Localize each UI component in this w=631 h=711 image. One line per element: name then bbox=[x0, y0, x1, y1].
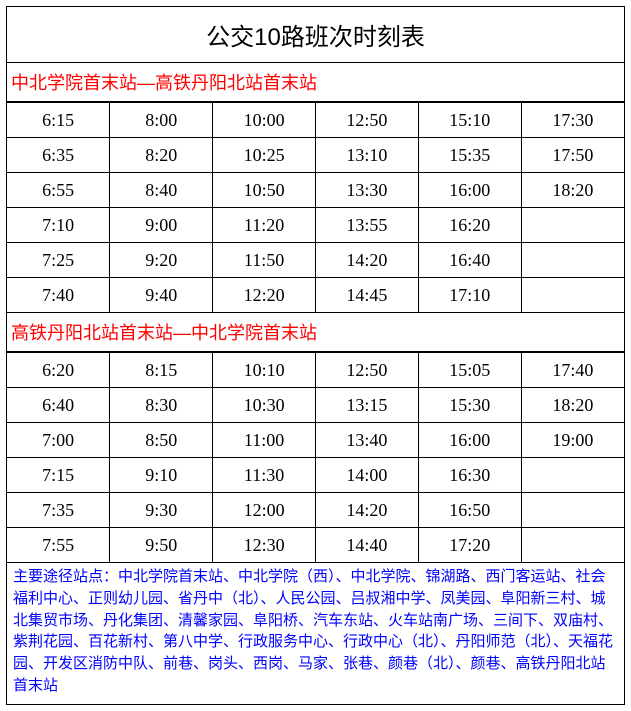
time-cell: 9:00 bbox=[110, 208, 213, 243]
time-cell: 14:40 bbox=[315, 528, 418, 563]
time-cell: 7:40 bbox=[7, 278, 110, 313]
time-cell: 7:15 bbox=[7, 458, 110, 493]
time-cell: 10:30 bbox=[213, 388, 316, 423]
time-cell: 17:20 bbox=[418, 528, 521, 563]
time-cell: 13:15 bbox=[315, 388, 418, 423]
table-row: 7:159:1011:3014:0016:30 bbox=[7, 458, 624, 493]
time-cell: 16:40 bbox=[418, 243, 521, 278]
time-cell: 17:50 bbox=[521, 138, 624, 173]
time-cell: 13:55 bbox=[315, 208, 418, 243]
time-cell: 9:50 bbox=[110, 528, 213, 563]
time-cell: 8:15 bbox=[110, 353, 213, 388]
time-cell: 12:50 bbox=[315, 353, 418, 388]
table-row: 6:358:2010:2513:1015:3517:50 bbox=[7, 138, 624, 173]
time-cell bbox=[521, 528, 624, 563]
time-cell: 9:30 bbox=[110, 493, 213, 528]
page-title: 公交10路班次时刻表 bbox=[7, 7, 624, 63]
time-cell: 17:30 bbox=[521, 103, 624, 138]
time-cell: 7:35 bbox=[7, 493, 110, 528]
time-cell bbox=[521, 278, 624, 313]
table-row: 7:109:0011:2013:5516:20 bbox=[7, 208, 624, 243]
time-cell: 19:00 bbox=[521, 423, 624, 458]
time-cell: 12:50 bbox=[315, 103, 418, 138]
time-cell: 16:00 bbox=[418, 423, 521, 458]
time-cell: 15:10 bbox=[418, 103, 521, 138]
time-cell: 12:20 bbox=[213, 278, 316, 313]
time-cell: 8:00 bbox=[110, 103, 213, 138]
time-cell: 7:25 bbox=[7, 243, 110, 278]
time-cell: 9:20 bbox=[110, 243, 213, 278]
table-row: 7:409:4012:2014:4517:10 bbox=[7, 278, 624, 313]
table-row: 7:559:5012:3014:4017:20 bbox=[7, 528, 624, 563]
time-cell: 8:30 bbox=[110, 388, 213, 423]
time-cell: 13:30 bbox=[315, 173, 418, 208]
table-row: 6:408:3010:3013:1515:3018:20 bbox=[7, 388, 624, 423]
time-cell: 15:30 bbox=[418, 388, 521, 423]
time-cell: 10:10 bbox=[213, 353, 316, 388]
stops-block: 主要途径站点：中北学院首末站、中北学院（西）、中北学院、锦湖路、西门客运站、社会… bbox=[7, 563, 624, 704]
table-row: 6:208:1510:1012:5015:0517:40 bbox=[7, 353, 624, 388]
time-cell: 13:10 bbox=[315, 138, 418, 173]
time-cell: 7:00 bbox=[7, 423, 110, 458]
time-cell: 14:20 bbox=[315, 493, 418, 528]
time-cell bbox=[521, 493, 624, 528]
time-cell: 6:15 bbox=[7, 103, 110, 138]
time-cell bbox=[521, 208, 624, 243]
table-row: 7:259:2011:5014:2016:40 bbox=[7, 243, 624, 278]
time-cell: 16:30 bbox=[418, 458, 521, 493]
time-cell: 7:55 bbox=[7, 528, 110, 563]
time-cell: 18:20 bbox=[521, 173, 624, 208]
time-cell: 17:10 bbox=[418, 278, 521, 313]
time-cell: 15:05 bbox=[418, 353, 521, 388]
direction-2-header: 高铁丹阳北站首末站—中北学院首末站 bbox=[7, 312, 624, 352]
time-cell: 12:30 bbox=[213, 528, 316, 563]
timetable-direction-2: 6:208:1510:1012:5015:0517:406:408:3010:3… bbox=[7, 352, 624, 562]
time-cell: 16:50 bbox=[418, 493, 521, 528]
table-row: 7:359:3012:0014:2016:50 bbox=[7, 493, 624, 528]
time-cell: 11:50 bbox=[213, 243, 316, 278]
table-row: 7:008:5011:0013:4016:0019:00 bbox=[7, 423, 624, 458]
stops-text: 中北学院首末站、中北学院（西）、中北学院、锦湖路、西门客运站、社会福利中心、正则… bbox=[13, 569, 613, 694]
time-cell: 9:10 bbox=[110, 458, 213, 493]
time-cell: 7:10 bbox=[7, 208, 110, 243]
time-cell: 8:50 bbox=[110, 423, 213, 458]
timetable-direction-1: 6:158:0010:0012:5015:1017:306:358:2010:2… bbox=[7, 102, 624, 312]
time-cell: 15:35 bbox=[418, 138, 521, 173]
stops-label: 主要途径站点： bbox=[13, 569, 118, 585]
time-cell: 11:00 bbox=[213, 423, 316, 458]
time-cell: 6:20 bbox=[7, 353, 110, 388]
time-cell: 8:40 bbox=[110, 173, 213, 208]
time-cell: 11:30 bbox=[213, 458, 316, 493]
time-cell: 14:20 bbox=[315, 243, 418, 278]
table-row: 6:558:4010:5013:3016:0018:20 bbox=[7, 173, 624, 208]
time-cell: 13:40 bbox=[315, 423, 418, 458]
time-cell: 18:20 bbox=[521, 388, 624, 423]
time-cell: 10:25 bbox=[213, 138, 316, 173]
time-cell: 6:35 bbox=[7, 138, 110, 173]
table-row: 6:158:0010:0012:5015:1017:30 bbox=[7, 103, 624, 138]
time-cell: 12:00 bbox=[213, 493, 316, 528]
time-cell: 17:40 bbox=[521, 353, 624, 388]
time-cell: 6:55 bbox=[7, 173, 110, 208]
time-cell: 16:00 bbox=[418, 173, 521, 208]
time-cell: 11:20 bbox=[213, 208, 316, 243]
timetable-container: 公交10路班次时刻表 中北学院首末站—高铁丹阳北站首末站 6:158:0010:… bbox=[6, 6, 625, 705]
direction-1-header: 中北学院首末站—高铁丹阳北站首末站 bbox=[7, 63, 624, 102]
time-cell: 6:40 bbox=[7, 388, 110, 423]
time-cell bbox=[521, 243, 624, 278]
time-cell bbox=[521, 458, 624, 493]
time-cell: 10:00 bbox=[213, 103, 316, 138]
time-cell: 14:45 bbox=[315, 278, 418, 313]
time-cell: 9:40 bbox=[110, 278, 213, 313]
time-cell: 10:50 bbox=[213, 173, 316, 208]
time-cell: 8:20 bbox=[110, 138, 213, 173]
time-cell: 16:20 bbox=[418, 208, 521, 243]
time-cell: 14:00 bbox=[315, 458, 418, 493]
